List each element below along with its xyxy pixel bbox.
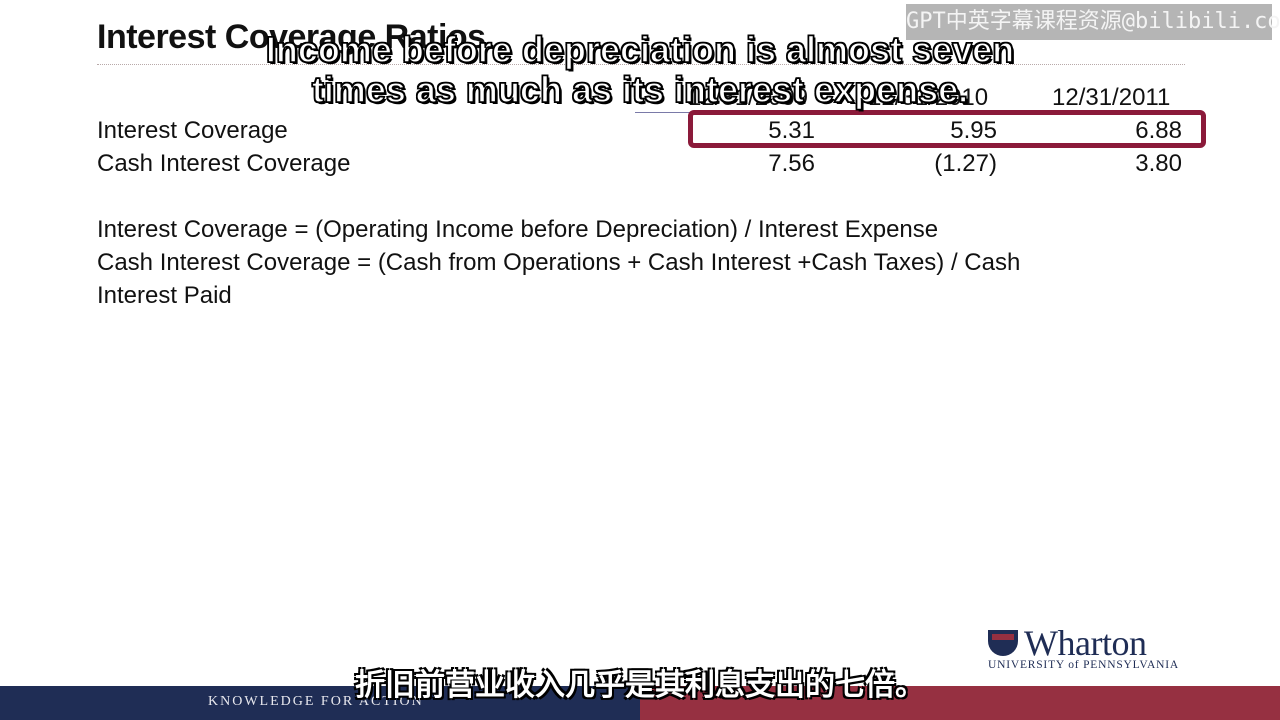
row-label-interest-coverage: Interest Coverage	[97, 117, 288, 144]
slide-title: Interest Coverage Ratios	[97, 18, 486, 56]
subtitle-english: Income before depreciation is almost sev…	[240, 29, 1040, 111]
definition-cash-interest-coverage: Cash Interest Coverage = (Cash from Oper…	[97, 249, 1021, 276]
wharton-logo: Wharton UNIVERSITY of PENNSYLVANIA	[988, 623, 1198, 676]
subtitle-english-line-2: times as much as its interest expense.	[311, 69, 969, 111]
footer-tagline: KNOWLEDGE FOR ACTION	[208, 694, 424, 709]
column-header-2009: 12/31/2009	[688, 84, 809, 111]
column-header-2010: 12/31/2010	[868, 84, 989, 111]
footer-bar-navy	[0, 686, 640, 720]
definition-cash-interest-coverage-cont: Interest Paid	[97, 282, 232, 309]
highlight-box	[688, 110, 1206, 148]
value-cash-interest-coverage-2011: 3.80	[1135, 150, 1182, 177]
watermark: GPT中英字幕课程资源@bilibili.com	[906, 4, 1280, 40]
penn-shield-icon	[988, 630, 1018, 656]
subtitle-chinese: 折旧前营业收入几乎是其利息支出的七倍。	[355, 668, 925, 703]
definition-interest-coverage: Interest Coverage = (Operating Income be…	[97, 216, 939, 243]
logo-wordmark: Wharton	[1024, 623, 1147, 663]
column-header-2011: 12/31/2011	[1052, 84, 1171, 111]
value-interest-coverage-2011: 6.88	[1135, 117, 1182, 144]
subtitle-english-line-1: Income before depreciation is almost sev…	[265, 29, 1015, 71]
value-interest-coverage-2010: 5.95	[950, 117, 997, 144]
row-label-cash-interest-coverage: Cash Interest Coverage	[97, 150, 351, 177]
value-cash-interest-coverage-2010: (1.27)	[934, 150, 997, 177]
value-interest-coverage-2009: 5.31	[768, 117, 815, 144]
footer-bar-maroon	[640, 686, 1280, 720]
value-cash-interest-coverage-2009: 7.56	[768, 150, 815, 177]
title-divider	[97, 64, 1185, 65]
logo-subtitle: UNIVERSITY of PENNSYLVANIA	[988, 659, 1179, 671]
